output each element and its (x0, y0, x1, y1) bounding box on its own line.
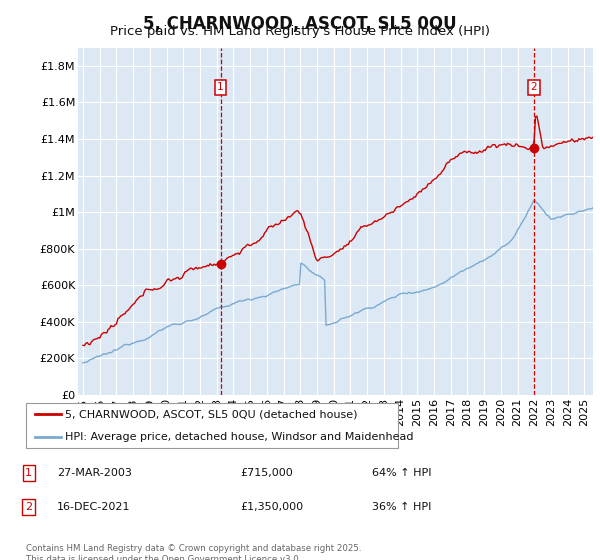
Text: Price paid vs. HM Land Registry's House Price Index (HPI): Price paid vs. HM Land Registry's House … (110, 25, 490, 38)
Text: 2: 2 (530, 82, 537, 92)
FancyBboxPatch shape (26, 403, 398, 448)
Text: Contains HM Land Registry data © Crown copyright and database right 2025.
This d: Contains HM Land Registry data © Crown c… (26, 544, 361, 560)
Text: 1: 1 (217, 82, 224, 92)
Text: 1: 1 (25, 468, 32, 478)
Text: HPI: Average price, detached house, Windsor and Maidenhead: HPI: Average price, detached house, Wind… (65, 432, 413, 442)
Text: 64% ↑ HPI: 64% ↑ HPI (372, 468, 431, 478)
Text: 5, CHARNWOOD, ASCOT, SL5 0QU (detached house): 5, CHARNWOOD, ASCOT, SL5 0QU (detached h… (65, 409, 358, 419)
Text: 16-DEC-2021: 16-DEC-2021 (57, 502, 131, 512)
Text: 36% ↑ HPI: 36% ↑ HPI (372, 502, 431, 512)
Text: 2: 2 (25, 502, 32, 512)
Text: 27-MAR-2003: 27-MAR-2003 (57, 468, 132, 478)
Text: £715,000: £715,000 (240, 468, 293, 478)
Text: 5, CHARNWOOD, ASCOT, SL5 0QU: 5, CHARNWOOD, ASCOT, SL5 0QU (143, 15, 457, 32)
Text: £1,350,000: £1,350,000 (240, 502, 303, 512)
